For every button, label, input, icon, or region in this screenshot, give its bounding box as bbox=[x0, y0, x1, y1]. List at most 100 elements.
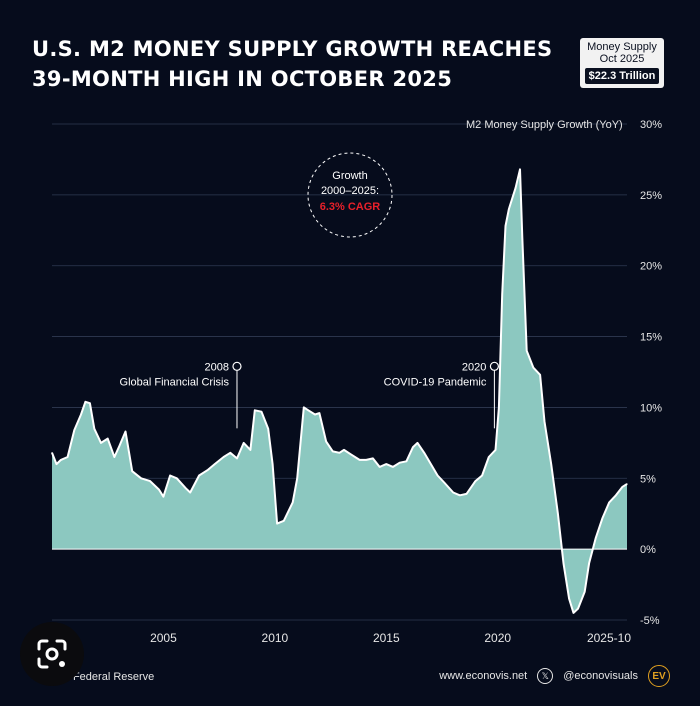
data-point bbox=[608, 501, 610, 503]
data-point bbox=[504, 225, 507, 227]
badge-line-1: Money Supply bbox=[587, 41, 657, 53]
data-point bbox=[350, 453, 352, 455]
data-point bbox=[494, 449, 497, 451]
annotation-year: 2008 bbox=[204, 361, 228, 373]
data-point bbox=[176, 477, 178, 479]
y-axis-label: M2 Money Supply Growth (YoY) bbox=[466, 119, 623, 131]
data-point bbox=[318, 412, 321, 414]
annotations: 2008 Global Financial Crisis 2020 COVID-19 … bbox=[120, 152, 499, 429]
data-point bbox=[474, 480, 477, 482]
data-point bbox=[140, 477, 142, 479]
annotation-year: 2020 bbox=[462, 361, 486, 373]
data-point bbox=[459, 494, 461, 496]
chart-title-line-1: U.S. M2 MONEY SUPPLY GROWTH REACHES bbox=[32, 37, 553, 61]
data-point bbox=[229, 452, 231, 454]
data-point bbox=[272, 463, 274, 465]
data-point bbox=[526, 350, 528, 352]
data-point bbox=[325, 440, 327, 443]
y-tick-label: 20% bbox=[640, 261, 662, 273]
data-point bbox=[568, 598, 570, 600]
data-point bbox=[514, 187, 517, 189]
data-point bbox=[430, 463, 432, 465]
data-point bbox=[189, 491, 191, 494]
data-point bbox=[113, 456, 116, 458]
data-point bbox=[314, 413, 316, 416]
data-point bbox=[452, 491, 454, 494]
data-point bbox=[584, 591, 586, 593]
data-point bbox=[343, 449, 345, 451]
growth-line bbox=[51, 168, 628, 614]
data-point bbox=[372, 457, 374, 460]
footer-credits: www.econovis.net 𝕏 @econovisuals EV bbox=[439, 664, 670, 688]
x-tick-label: 2025-10 bbox=[587, 631, 631, 645]
social-handle[interactable]: @econovisuals bbox=[563, 670, 638, 682]
x-tick-label: 2020 bbox=[484, 631, 511, 645]
data-point bbox=[621, 486, 624, 488]
data-point bbox=[365, 459, 367, 461]
google-lens-button[interactable] bbox=[20, 622, 84, 686]
data-point bbox=[562, 562, 565, 564]
data-point bbox=[249, 449, 251, 451]
data-point bbox=[392, 466, 394, 468]
data-point bbox=[488, 456, 490, 458]
y-tick-label: 15% bbox=[640, 332, 662, 344]
money-supply-badge: Money Supply Oct 2025 $22.3 Trillion bbox=[580, 38, 664, 88]
annotation-marker bbox=[232, 361, 242, 371]
data-point bbox=[131, 470, 133, 472]
cagr-callout-line-1: Growth bbox=[332, 170, 367, 182]
data-point bbox=[443, 481, 445, 484]
y-tick-label: 10% bbox=[640, 402, 662, 414]
econovis-logo-icon: EV bbox=[648, 665, 670, 687]
data-point bbox=[292, 501, 294, 503]
data-point bbox=[260, 411, 263, 413]
data-point bbox=[601, 517, 604, 519]
data-point bbox=[595, 537, 597, 539]
x-tick-label: 2010 bbox=[262, 631, 289, 645]
data-point bbox=[55, 463, 58, 465]
data-point bbox=[60, 459, 62, 461]
data-point bbox=[557, 513, 559, 515]
data-point bbox=[67, 456, 69, 458]
data-point bbox=[399, 462, 401, 464]
data-point bbox=[169, 474, 171, 477]
data-point bbox=[508, 208, 510, 210]
annotation-label: COVID-19 Pandemic bbox=[384, 376, 487, 388]
data-point bbox=[162, 496, 165, 498]
data-point bbox=[436, 474, 439, 477]
data-point bbox=[267, 428, 269, 430]
badge-value: $22.3 Trillion bbox=[584, 68, 660, 84]
y-tick-label: -5% bbox=[640, 615, 660, 627]
data-point bbox=[296, 477, 298, 479]
plot-area bbox=[51, 168, 628, 614]
data-point bbox=[149, 480, 151, 482]
y-tick-label: 5% bbox=[640, 473, 656, 485]
data-point bbox=[236, 457, 238, 460]
data-point bbox=[519, 168, 521, 170]
chart-title: U.S. M2 MONEY SUPPLY GROWTH REACHES 39-M… bbox=[32, 34, 552, 94]
y-tick-label: 25% bbox=[640, 190, 662, 202]
data-point bbox=[207, 469, 209, 471]
data-point bbox=[73, 429, 75, 431]
data-point bbox=[93, 428, 95, 430]
growth-area bbox=[52, 169, 627, 613]
website-link[interactable]: www.econovis.net bbox=[439, 670, 528, 682]
cagr-callout-line-2: 2000–2025: bbox=[321, 185, 379, 197]
data-point bbox=[358, 459, 361, 461]
data-point bbox=[423, 452, 425, 454]
data-point bbox=[100, 442, 102, 444]
cagr-callout-value: 6.3% CAGR bbox=[320, 201, 381, 213]
data-point bbox=[332, 450, 334, 452]
data-point bbox=[223, 456, 225, 458]
data-point bbox=[615, 494, 617, 496]
data-point bbox=[521, 236, 523, 238]
data-point bbox=[158, 489, 160, 491]
data-point bbox=[185, 487, 187, 489]
data-point bbox=[107, 438, 109, 440]
data-point bbox=[118, 446, 120, 448]
data-point bbox=[254, 409, 256, 411]
data-point bbox=[416, 442, 419, 444]
data-point bbox=[385, 463, 387, 465]
data-point bbox=[481, 474, 483, 477]
cagr-callout-circle bbox=[307, 152, 393, 238]
data-point bbox=[124, 430, 127, 433]
